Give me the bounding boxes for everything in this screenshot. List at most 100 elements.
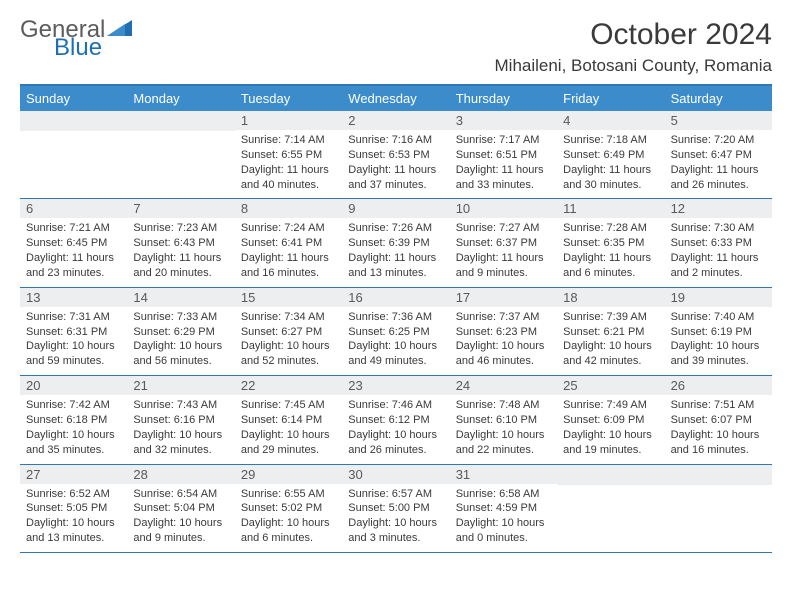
daylight-text: Daylight: 11 hours and 37 minutes.	[348, 163, 443, 193]
day-detail: Sunrise: 7:51 AMSunset: 6:07 PMDaylight:…	[665, 395, 772, 463]
day-number: 16	[342, 288, 449, 307]
daylight-text: Daylight: 10 hours and 52 minutes.	[241, 339, 336, 369]
day-number: 27	[20, 465, 127, 484]
day-detail: Sunrise: 6:57 AMSunset: 5:00 PMDaylight:…	[342, 484, 449, 552]
daylight-text: Daylight: 11 hours and 26 minutes.	[671, 163, 766, 193]
day-detail: Sunrise: 7:37 AMSunset: 6:23 PMDaylight:…	[450, 307, 557, 375]
day-detail: Sunrise: 7:31 AMSunset: 6:31 PMDaylight:…	[20, 307, 127, 375]
day-number: 6	[20, 199, 127, 218]
daylight-text: Daylight: 11 hours and 30 minutes.	[563, 163, 658, 193]
day-detail: Sunrise: 7:20 AMSunset: 6:47 PMDaylight:…	[665, 130, 772, 198]
day-number: 12	[665, 199, 772, 218]
daylight-text: Daylight: 10 hours and 42 minutes.	[563, 339, 658, 369]
day-number: 19	[665, 288, 772, 307]
calendar-cell: 15Sunrise: 7:34 AMSunset: 6:27 PMDayligh…	[235, 288, 342, 375]
daylight-text: Daylight: 10 hours and 26 minutes.	[348, 428, 443, 458]
daylight-text: Daylight: 10 hours and 13 minutes.	[26, 516, 121, 546]
daylight-text: Daylight: 10 hours and 0 minutes.	[456, 516, 551, 546]
calendar-cell	[665, 465, 772, 552]
sunset-text: Sunset: 6:43 PM	[133, 236, 228, 251]
sunset-text: Sunset: 6:23 PM	[456, 325, 551, 340]
sunset-text: Sunset: 6:29 PM	[133, 325, 228, 340]
day-number: 14	[127, 288, 234, 307]
sunrise-text: Sunrise: 7:36 AM	[348, 310, 443, 325]
day-detail: Sunrise: 7:26 AMSunset: 6:39 PMDaylight:…	[342, 218, 449, 286]
day-detail: Sunrise: 7:42 AMSunset: 6:18 PMDaylight:…	[20, 395, 127, 463]
daylight-text: Daylight: 10 hours and 29 minutes.	[241, 428, 336, 458]
sunrise-text: Sunrise: 7:17 AM	[456, 133, 551, 148]
daylight-text: Daylight: 10 hours and 9 minutes.	[133, 516, 228, 546]
daylight-text: Daylight: 10 hours and 35 minutes.	[26, 428, 121, 458]
calendar-cell: 30Sunrise: 6:57 AMSunset: 5:00 PMDayligh…	[342, 465, 449, 552]
sunset-text: Sunset: 6:45 PM	[26, 236, 121, 251]
sunrise-text: Sunrise: 7:27 AM	[456, 221, 551, 236]
day-number	[127, 111, 234, 131]
day-detail: Sunrise: 7:43 AMSunset: 6:16 PMDaylight:…	[127, 395, 234, 463]
day-number: 5	[665, 111, 772, 130]
location-text: Mihaileni, Botosani County, Romania	[495, 56, 773, 76]
daylight-text: Daylight: 11 hours and 2 minutes.	[671, 251, 766, 281]
day-header: Thursday	[450, 86, 557, 111]
calendar-cell: 21Sunrise: 7:43 AMSunset: 6:16 PMDayligh…	[127, 376, 234, 463]
day-number: 11	[557, 199, 664, 218]
sunrise-text: Sunrise: 6:58 AM	[456, 487, 551, 502]
calendar-week: 1Sunrise: 7:14 AMSunset: 6:55 PMDaylight…	[20, 111, 772, 199]
day-number: 31	[450, 465, 557, 484]
sunrise-text: Sunrise: 7:49 AM	[563, 398, 658, 413]
day-number: 25	[557, 376, 664, 395]
sunrise-text: Sunrise: 7:34 AM	[241, 310, 336, 325]
daylight-text: Daylight: 10 hours and 49 minutes.	[348, 339, 443, 369]
calendar-cell: 11Sunrise: 7:28 AMSunset: 6:35 PMDayligh…	[557, 199, 664, 286]
daylight-text: Daylight: 10 hours and 59 minutes.	[26, 339, 121, 369]
daylight-text: Daylight: 10 hours and 32 minutes.	[133, 428, 228, 458]
day-detail: Sunrise: 7:39 AMSunset: 6:21 PMDaylight:…	[557, 307, 664, 375]
sunrise-text: Sunrise: 7:14 AM	[241, 133, 336, 148]
day-number: 20	[20, 376, 127, 395]
sunset-text: Sunset: 5:05 PM	[26, 501, 121, 516]
day-number: 4	[557, 111, 664, 130]
calendar-cell: 18Sunrise: 7:39 AMSunset: 6:21 PMDayligh…	[557, 288, 664, 375]
sunset-text: Sunset: 6:39 PM	[348, 236, 443, 251]
day-detail: Sunrise: 7:30 AMSunset: 6:33 PMDaylight:…	[665, 218, 772, 286]
calendar-cell: 17Sunrise: 7:37 AMSunset: 6:23 PMDayligh…	[450, 288, 557, 375]
calendar-cell: 1Sunrise: 7:14 AMSunset: 6:55 PMDaylight…	[235, 111, 342, 198]
day-header: Monday	[127, 86, 234, 111]
day-detail: Sunrise: 7:27 AMSunset: 6:37 PMDaylight:…	[450, 218, 557, 286]
day-detail: Sunrise: 7:45 AMSunset: 6:14 PMDaylight:…	[235, 395, 342, 463]
day-detail: Sunrise: 6:52 AMSunset: 5:05 PMDaylight:…	[20, 484, 127, 552]
day-number: 18	[557, 288, 664, 307]
day-detail: Sunrise: 7:40 AMSunset: 6:19 PMDaylight:…	[665, 307, 772, 375]
day-number: 30	[342, 465, 449, 484]
sunrise-text: Sunrise: 7:51 AM	[671, 398, 766, 413]
calendar-cell: 9Sunrise: 7:26 AMSunset: 6:39 PMDaylight…	[342, 199, 449, 286]
sunset-text: Sunset: 6:12 PM	[348, 413, 443, 428]
day-number	[665, 465, 772, 485]
sunset-text: Sunset: 6:31 PM	[26, 325, 121, 340]
day-number: 15	[235, 288, 342, 307]
sunset-text: Sunset: 6:41 PM	[241, 236, 336, 251]
calendar-cell	[557, 465, 664, 552]
calendar-cell: 6Sunrise: 7:21 AMSunset: 6:45 PMDaylight…	[20, 199, 127, 286]
day-number: 22	[235, 376, 342, 395]
sunset-text: Sunset: 5:02 PM	[241, 501, 336, 516]
calendar-cell: 4Sunrise: 7:18 AMSunset: 6:49 PMDaylight…	[557, 111, 664, 198]
calendar-cell: 23Sunrise: 7:46 AMSunset: 6:12 PMDayligh…	[342, 376, 449, 463]
calendar-cell: 2Sunrise: 7:16 AMSunset: 6:53 PMDaylight…	[342, 111, 449, 198]
sunset-text: Sunset: 6:35 PM	[563, 236, 658, 251]
calendar-day-header: Sunday Monday Tuesday Wednesday Thursday…	[20, 86, 772, 111]
sunrise-text: Sunrise: 6:55 AM	[241, 487, 336, 502]
sunset-text: Sunset: 6:33 PM	[671, 236, 766, 251]
daylight-text: Daylight: 10 hours and 16 minutes.	[671, 428, 766, 458]
sunrise-text: Sunrise: 7:39 AM	[563, 310, 658, 325]
sunrise-text: Sunrise: 7:20 AM	[671, 133, 766, 148]
calendar-cell: 5Sunrise: 7:20 AMSunset: 6:47 PMDaylight…	[665, 111, 772, 198]
sunrise-text: Sunrise: 7:42 AM	[26, 398, 121, 413]
daylight-text: Daylight: 10 hours and 46 minutes.	[456, 339, 551, 369]
daylight-text: Daylight: 10 hours and 56 minutes.	[133, 339, 228, 369]
day-header: Tuesday	[235, 86, 342, 111]
sunset-text: Sunset: 6:37 PM	[456, 236, 551, 251]
sunrise-text: Sunrise: 7:16 AM	[348, 133, 443, 148]
calendar: Sunday Monday Tuesday Wednesday Thursday…	[20, 84, 772, 553]
calendar-week: 13Sunrise: 7:31 AMSunset: 6:31 PMDayligh…	[20, 288, 772, 376]
day-number	[20, 111, 127, 131]
